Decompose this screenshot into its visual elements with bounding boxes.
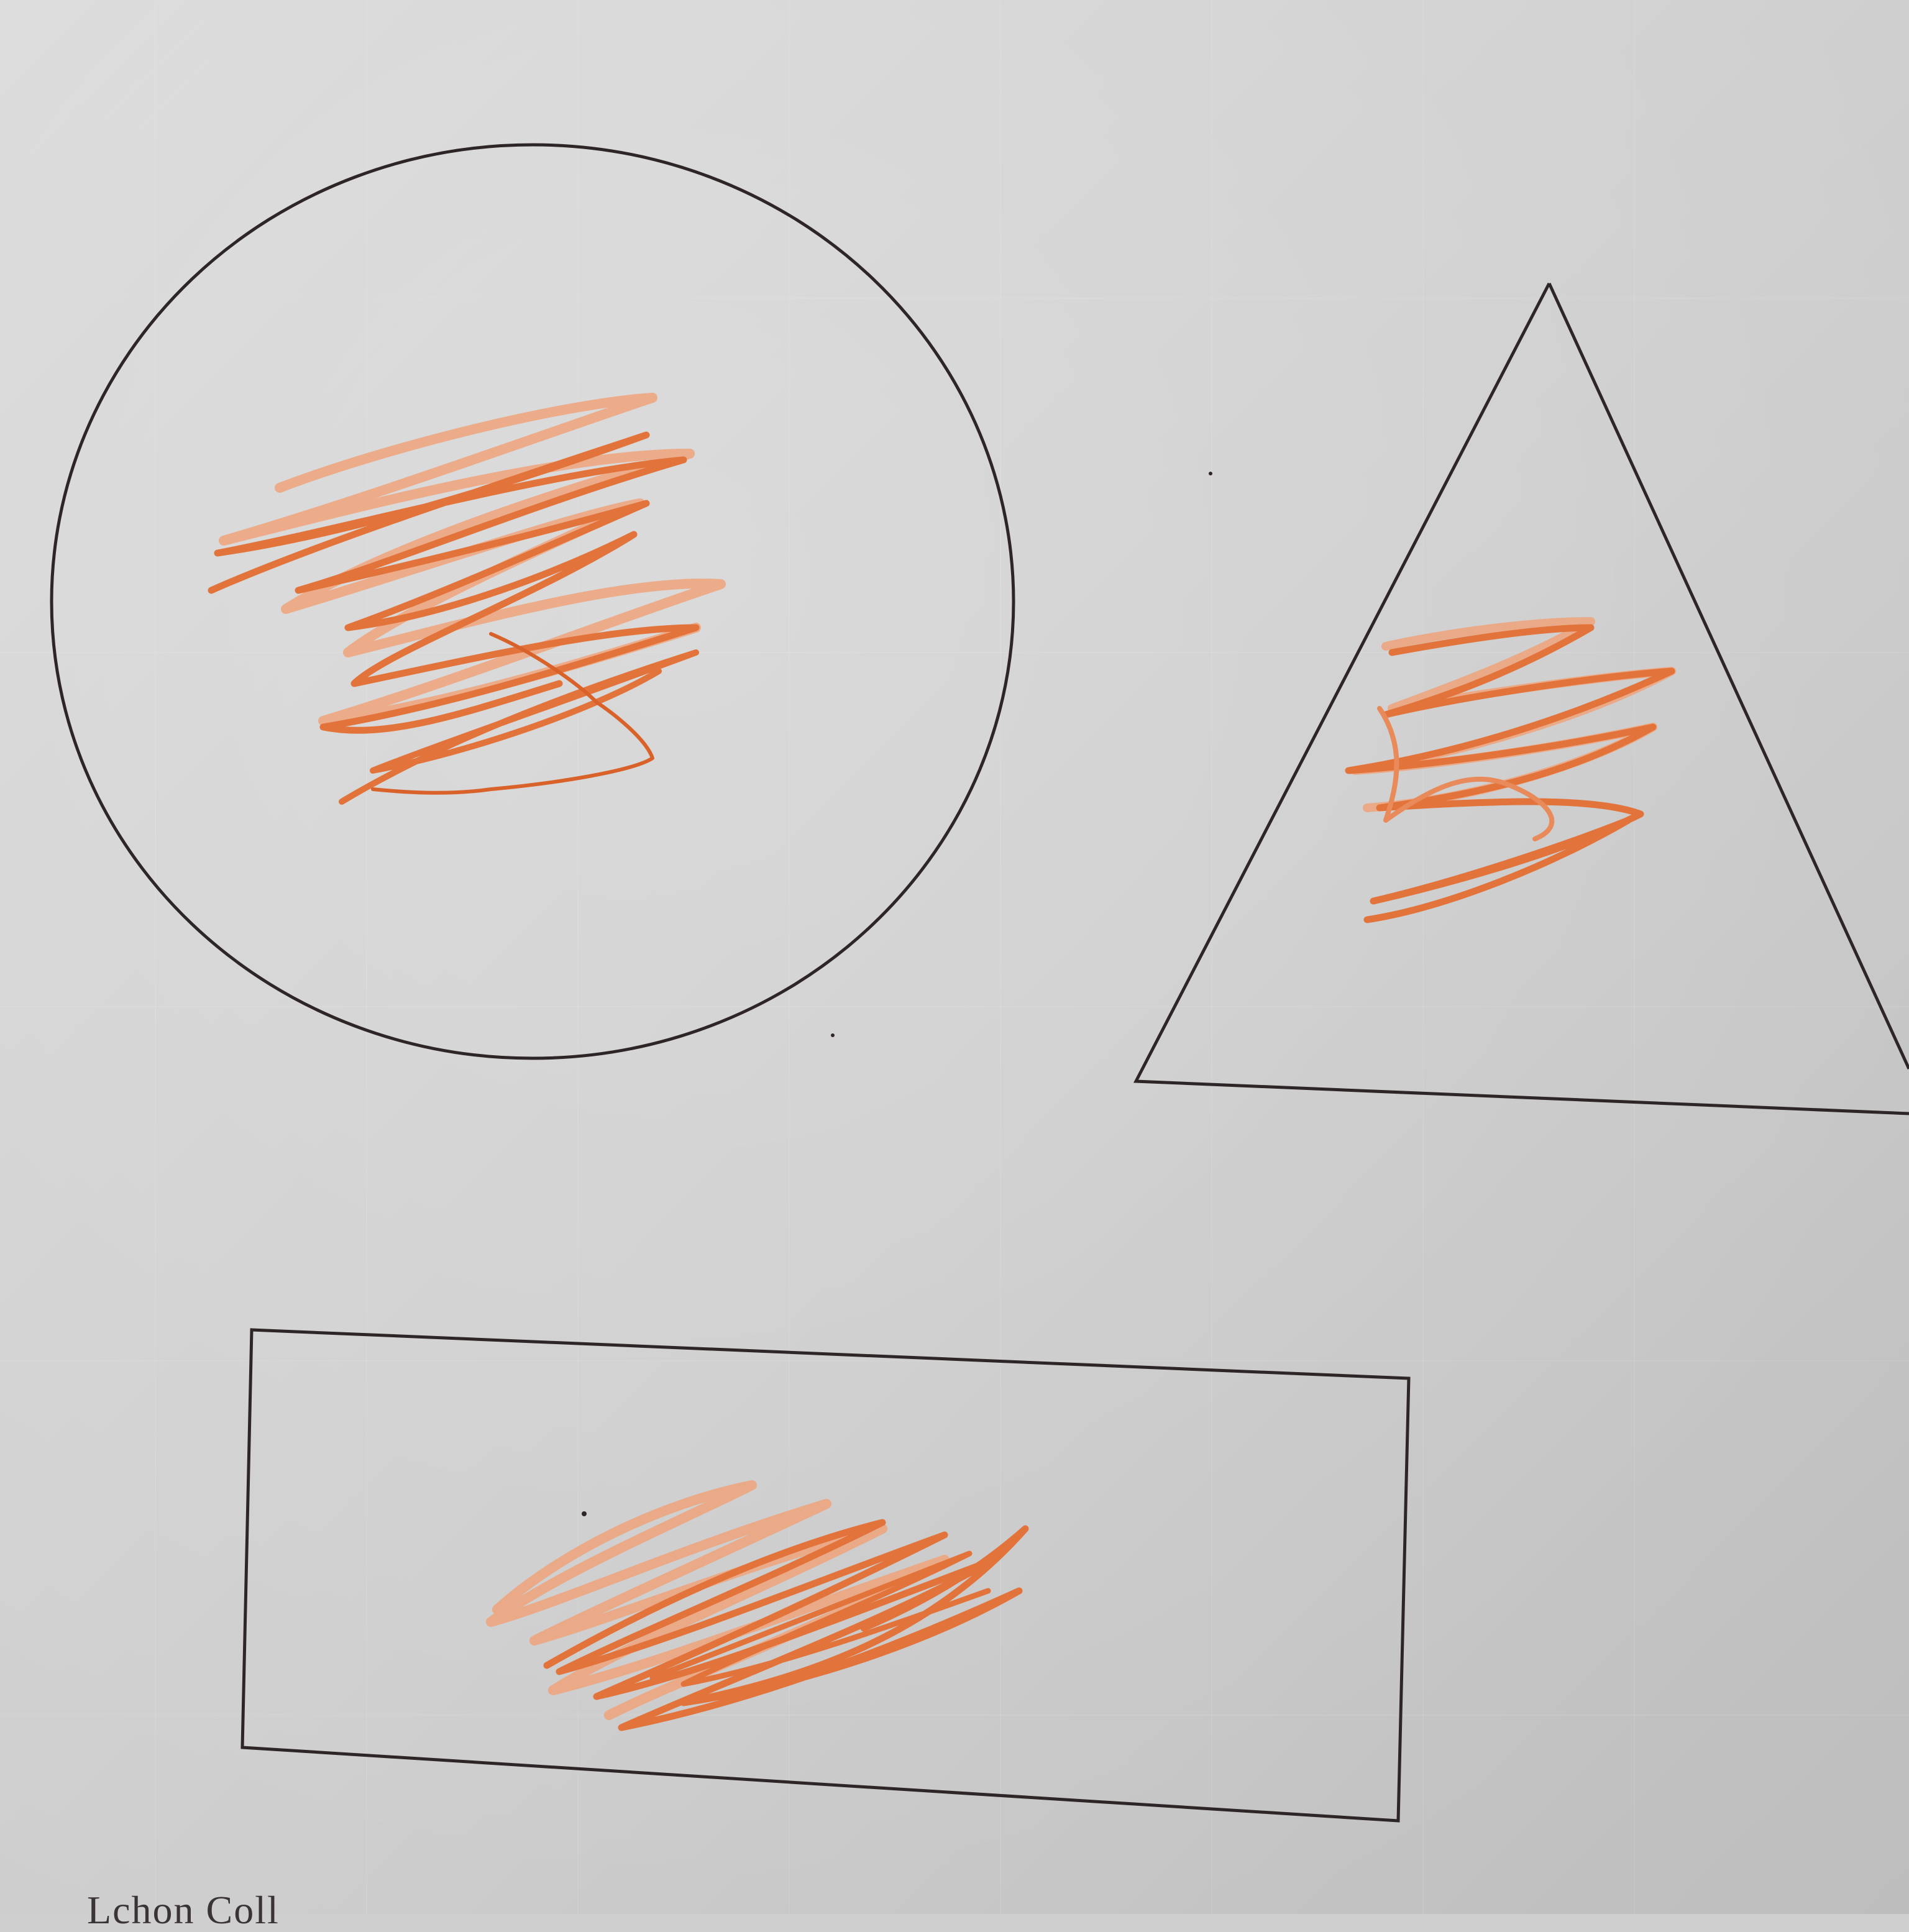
rectangle-outline — [240, 1328, 1411, 1823]
triangle-outline-right — [1547, 282, 1909, 1070]
paper-speck — [1209, 472, 1212, 475]
circle-scribble — [208, 393, 726, 805]
rectangle-scribble — [486, 1480, 1029, 1731]
paper-speck — [831, 1033, 835, 1037]
triangle-shape — [1133, 282, 1909, 1115]
page-caption-text: Lchon Coll — [87, 1888, 280, 1932]
rectangle-shape — [240, 1328, 1411, 1823]
triangle-scribble — [1345, 617, 1676, 923]
circle-outline — [50, 143, 1015, 1060]
circle-shape — [50, 143, 1015, 1060]
paper-speck — [582, 1511, 587, 1516]
triangle-outline — [1133, 282, 1909, 1115]
